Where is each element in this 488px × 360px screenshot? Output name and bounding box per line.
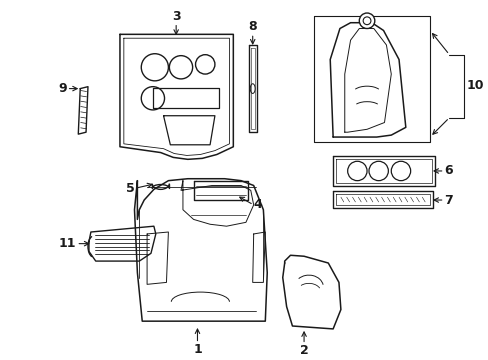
Text: 5: 5 [125, 182, 134, 195]
Text: 3: 3 [171, 10, 180, 23]
Text: 8: 8 [248, 21, 257, 33]
Text: 6: 6 [444, 165, 452, 177]
Text: 9: 9 [58, 82, 66, 95]
Text: 1: 1 [193, 343, 202, 356]
Text: 7: 7 [444, 194, 452, 207]
Text: 10: 10 [466, 79, 484, 92]
Circle shape [359, 13, 374, 28]
Text: 2: 2 [299, 345, 308, 357]
Text: 11: 11 [59, 237, 76, 250]
Text: 4: 4 [253, 198, 262, 211]
